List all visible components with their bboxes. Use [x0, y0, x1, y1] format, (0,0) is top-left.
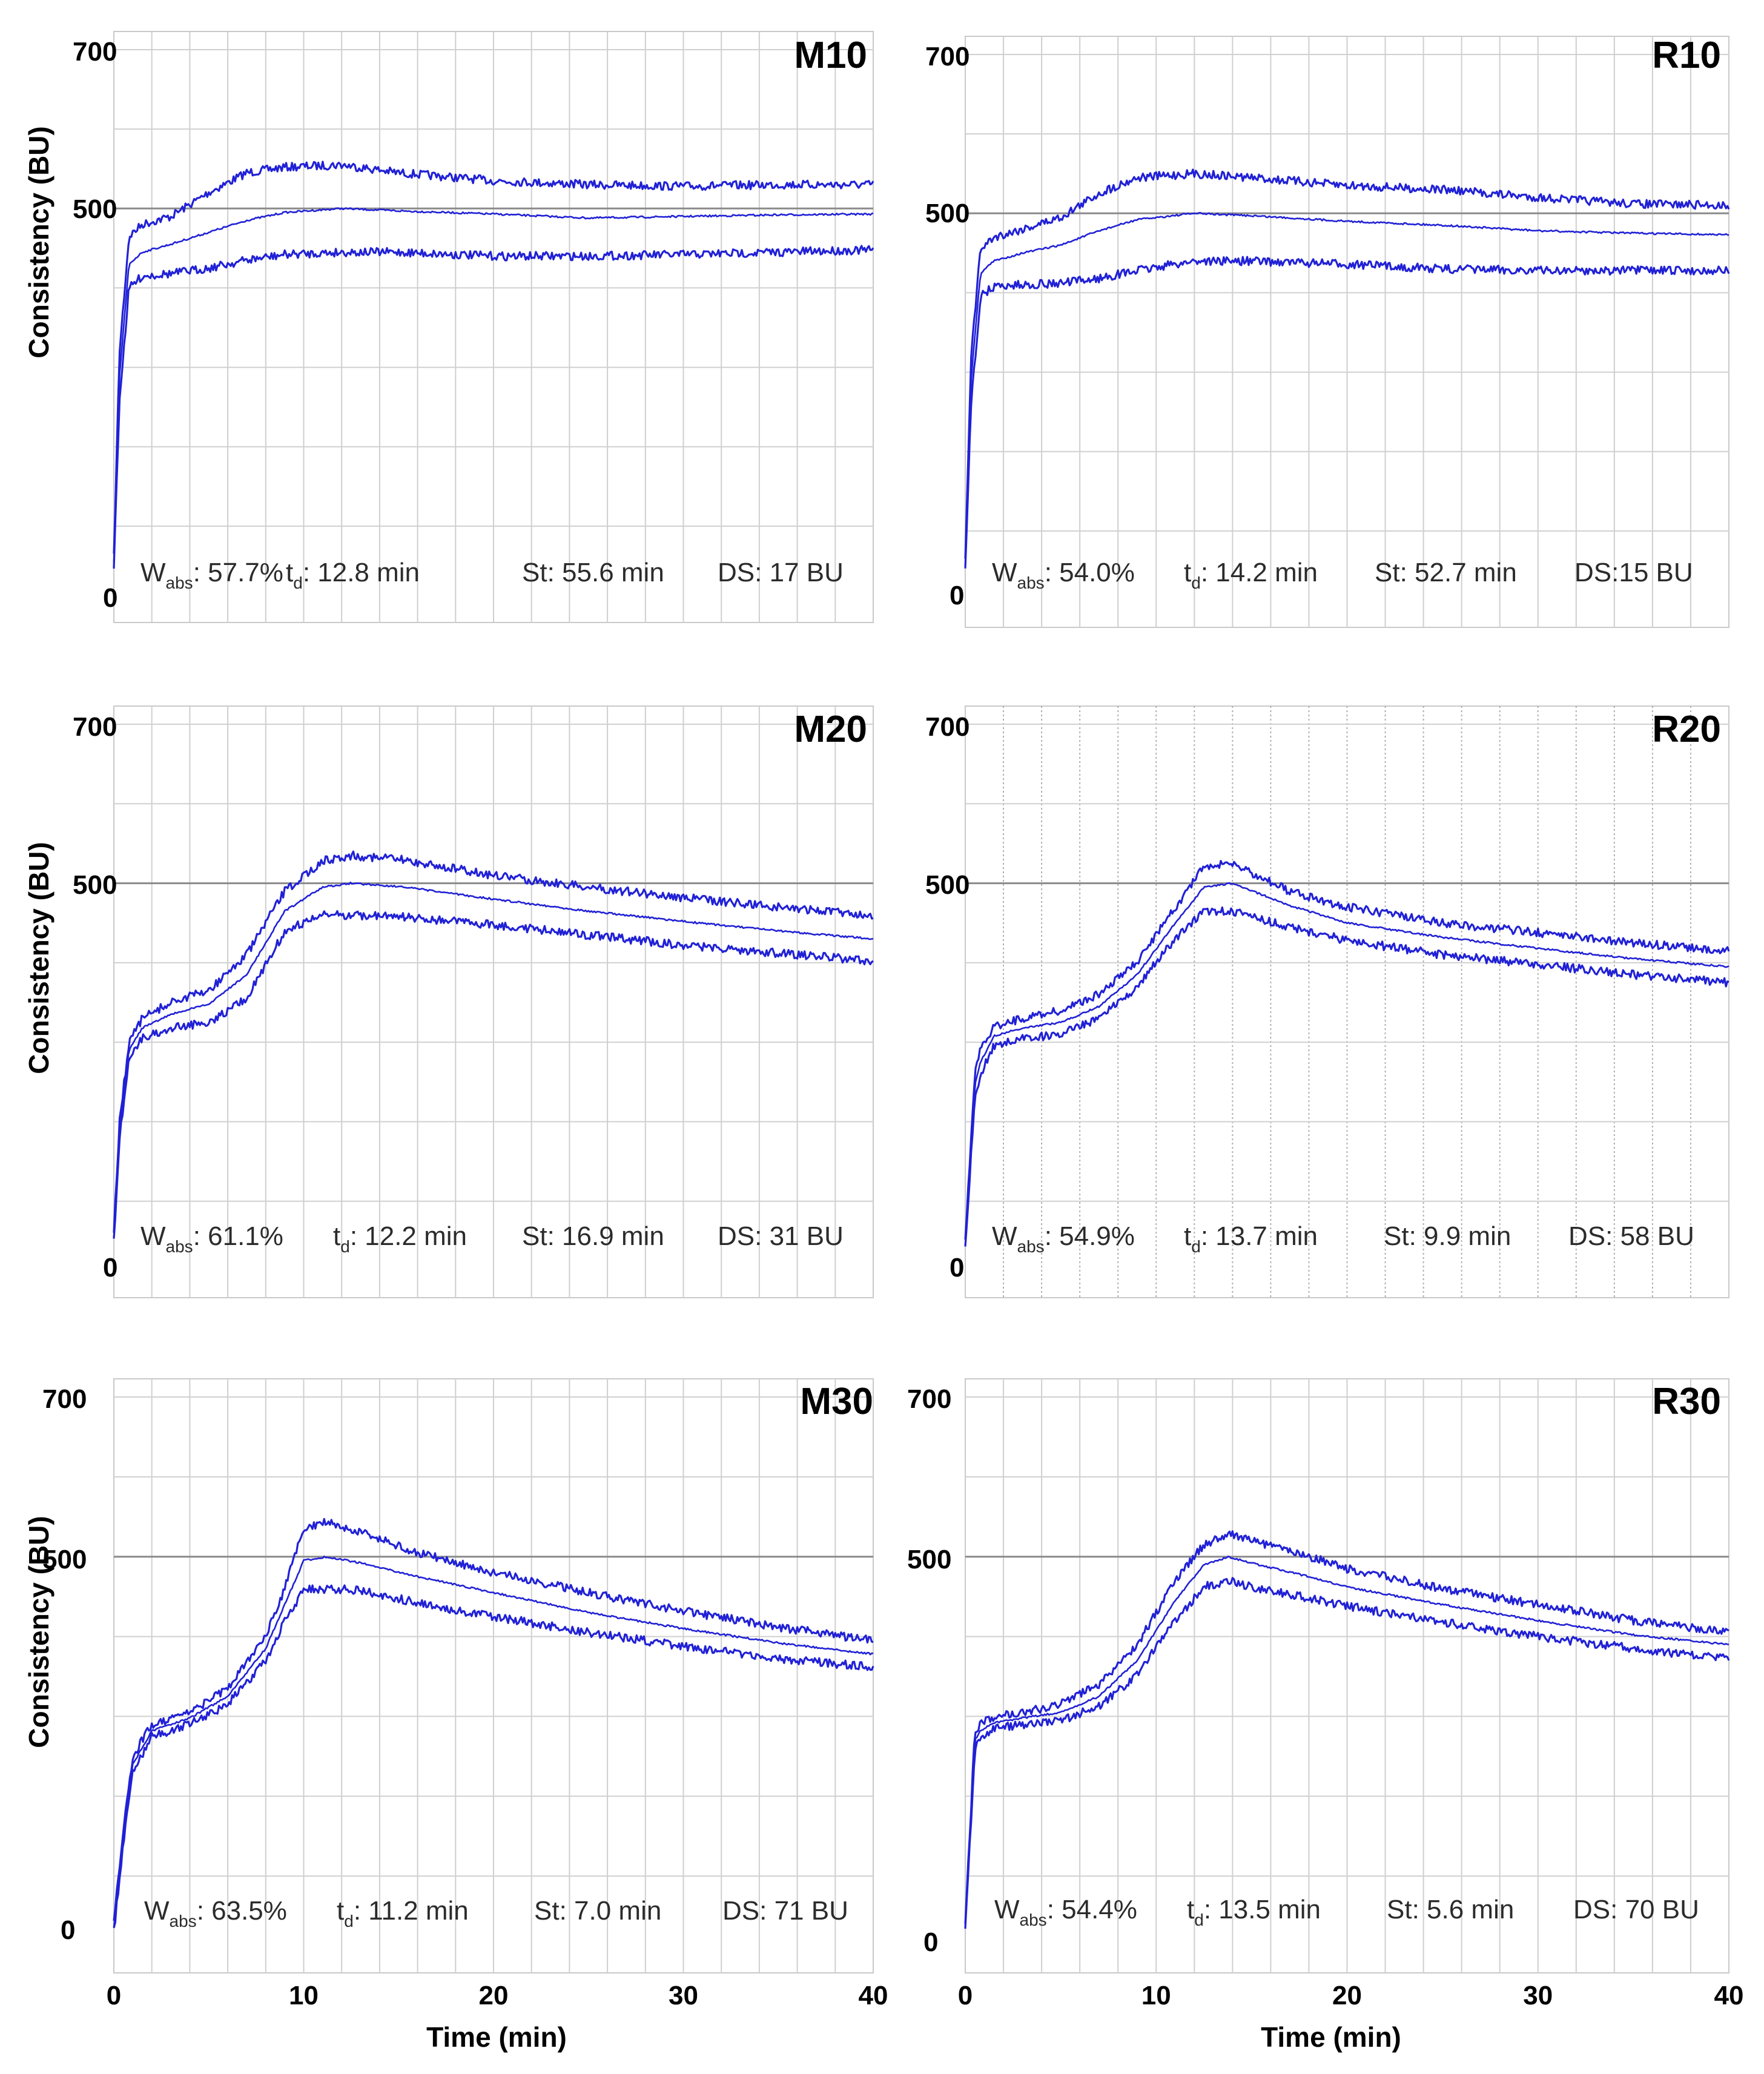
- series-centre-line: [964, 212, 1729, 567]
- x-tick-label: 30: [669, 1981, 698, 2010]
- y-tick-label: 500: [925, 870, 970, 900]
- stat-degree-of-softening: DS: 17 BU: [718, 558, 844, 587]
- y-tick-label: 500: [73, 194, 117, 224]
- stat-stability: St: 7.0 min: [534, 1896, 661, 1926]
- stat-water-absorption: Wabs: 54.9%: [992, 1221, 1135, 1256]
- stat-water-absorption: Wabs: 63.5%: [144, 1896, 287, 1930]
- panel-m30: M30 700 500 0 Consistency (BU) 0 10 20 30 40 Time …: [23, 1378, 888, 2053]
- y-tick-label: 0: [950, 1253, 964, 1283]
- panel-r20: R20 700 500 0 Wabs: 54.9% td: 13.7 min St: 9.9…: [925, 705, 1730, 1298]
- series-centre-line: [113, 1556, 874, 1927]
- series-upper-band: [113, 1518, 874, 1921]
- stat-development-time: td: 11.2 min: [337, 1896, 469, 1930]
- panel-title: R30: [1652, 1381, 1721, 1422]
- series-lower-band: [113, 910, 874, 1239]
- stat-water-absorption: Wabs: 57.7%: [140, 558, 283, 592]
- stat-degree-of-softening: DS: 71 BU: [722, 1896, 848, 1926]
- x-tick-label: 20: [1332, 1981, 1362, 2010]
- y-axis-title: Consistency (BU): [23, 842, 55, 1074]
- panel-m20: M20 700 500 0 Consistency (BU) Wabs: 61.1% td:…: [23, 705, 874, 1298]
- panel-title: M10: [794, 35, 867, 76]
- y-tick-label: 0: [950, 581, 964, 610]
- stat-water-absorption: Wabs: 54.4%: [994, 1895, 1137, 1929]
- panel-r30: R30 700 500 00 10 20 30 40 Time (min) Wabs: 54.4%…: [907, 1378, 1744, 2053]
- stat-degree-of-softening: DS:15 BU: [1574, 558, 1693, 587]
- panel-m10: M10 700 500 0 Consistency (BU) Wabs: 57.7% td:…: [23, 31, 874, 623]
- panel-title: M20: [794, 708, 867, 750]
- x-tick-label: 0: [107, 1981, 121, 2010]
- y-tick-label: 700: [73, 37, 117, 67]
- y-tick-label: 0: [923, 1927, 938, 1957]
- y-tick-label: 700: [925, 42, 970, 71]
- series-lower-band: [964, 906, 1729, 1247]
- stat-development-time: td: 14.2 min: [1184, 558, 1318, 592]
- series-upper-band: [113, 850, 874, 1233]
- stat-stability: St: 55.6 min: [522, 558, 664, 587]
- x-tick-label: 30: [1523, 1981, 1553, 2010]
- x-tick-label: 0: [958, 1981, 973, 2010]
- y-tick-label: 500: [925, 199, 970, 228]
- stat-development-time: td: 12.8 min: [286, 558, 420, 592]
- stat-development-time: td: 13.5 min: [1187, 1895, 1321, 1929]
- y-axis-title: Consistency (BU): [23, 1516, 55, 1748]
- series-centre-line: [964, 882, 1729, 1246]
- series-lower-band: [113, 245, 874, 569]
- stat-development-time: td: 13.7 min: [1184, 1221, 1318, 1256]
- y-tick-label: 0: [103, 583, 117, 613]
- y-tick-label: 700: [907, 1384, 951, 1414]
- x-tick-label: 10: [1141, 1981, 1171, 2010]
- series-upper-band: [964, 860, 1730, 1240]
- series-upper-band: [113, 160, 874, 554]
- x-axis-title: Time (min): [426, 2021, 567, 2053]
- y-tick-label: 0: [103, 1253, 117, 1283]
- y-tick-label: 500: [73, 870, 117, 900]
- panel-title: R20: [1652, 708, 1721, 750]
- x-tick-label: 40: [859, 1981, 888, 2010]
- stat-degree-of-softening: DS: 31 BU: [718, 1221, 844, 1251]
- series-upper-band: [964, 168, 1730, 559]
- x-tick-label: 40: [1714, 1981, 1744, 2010]
- x-axis-title: Time (min): [1261, 2021, 1401, 2053]
- x-tick-label: 10: [289, 1981, 319, 2010]
- series-centre-line: [964, 1555, 1729, 1927]
- y-tick-label: 700: [42, 1384, 87, 1414]
- y-tick-label: 500: [907, 1545, 951, 1574]
- panel-title: M30: [800, 1381, 873, 1422]
- x-tick-label: 20: [479, 1981, 509, 2010]
- y-tick-label: 700: [925, 712, 970, 742]
- y-axis-title: Consistency (BU): [23, 126, 55, 358]
- stat-stability: St: 16.9 min: [522, 1221, 664, 1251]
- stat-water-absorption: Wabs: 54.0%: [992, 558, 1135, 592]
- y-tick-label: 0: [61, 1915, 75, 1945]
- stat-water-absorption: Wabs: 61.1%: [140, 1221, 283, 1256]
- series-upper-band: [964, 1530, 1729, 1924]
- y-tick-label: 700: [73, 712, 117, 742]
- series-centre-line: [113, 207, 874, 563]
- series-lower-band: [113, 1584, 874, 1929]
- stat-degree-of-softening: DS: 58 BU: [1568, 1221, 1694, 1251]
- stat-stability: St: 52.7 min: [1375, 558, 1517, 587]
- panel-title: R10: [1652, 35, 1721, 76]
- y-tick-label: 500: [42, 1545, 87, 1574]
- panel-r10: R10 700 500 0 Wabs: 54.0% td: 14.2 min St: 52.…: [925, 35, 1730, 628]
- series-lower-band: [964, 1577, 1730, 1929]
- series-centre-line: [113, 881, 874, 1238]
- stat-development-time: td: 12.2 min: [333, 1221, 467, 1256]
- series-lower-band: [964, 256, 1730, 569]
- stat-stability: St: 9.9 min: [1384, 1221, 1511, 1251]
- stat-stability: St: 5.6 min: [1387, 1895, 1514, 1924]
- stat-degree-of-softening: DS: 70 BU: [1573, 1895, 1699, 1924]
